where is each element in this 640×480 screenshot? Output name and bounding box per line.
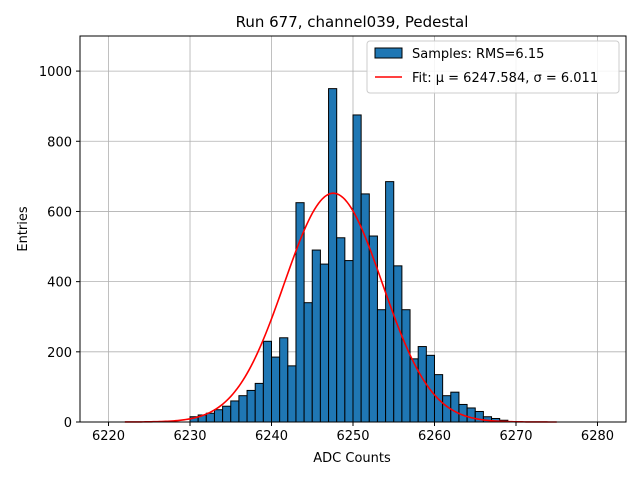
histogram-bar (311, 249, 321, 423)
histogram-bar (450, 391, 460, 423)
histogram-bar (401, 309, 411, 423)
y-tick-label: 0 (64, 416, 72, 431)
histogram-bar (466, 407, 476, 423)
y-tick-label: 1000 (39, 65, 72, 80)
x-axis-ticks: 6220 6230 6240 6250 6260 6270 6280 (92, 422, 614, 444)
x-tick-label: 6260 (418, 429, 451, 444)
histogram-bar (246, 389, 256, 423)
y-axis-ticks: 0 200 400 600 800 1000 (39, 65, 80, 431)
y-tick-label: 800 (47, 135, 72, 150)
histogram-bar (328, 88, 338, 423)
histogram-bar (205, 412, 215, 423)
histogram-bar (271, 356, 281, 423)
x-tick-label: 6220 (92, 429, 125, 444)
histogram-bar (254, 382, 264, 423)
y-tick-label: 200 (47, 346, 72, 361)
x-tick-label: 6250 (336, 429, 369, 444)
histogram-bar (393, 265, 403, 423)
histogram-bar (230, 400, 240, 423)
x-axis-label: ADC Counts (313, 451, 391, 466)
histogram-bar (417, 346, 427, 423)
histogram-bar (376, 309, 387, 423)
x-tick-label: 6270 (499, 429, 532, 444)
y-tick-label: 600 (47, 205, 72, 220)
histogram-bar (287, 365, 297, 423)
histogram-bar (319, 263, 330, 423)
histogram-bar (213, 409, 224, 423)
histogram-bar (344, 260, 354, 423)
legend: Samples: RMS=6.15 Fit: μ = 6247.584, σ =… (366, 40, 620, 94)
x-tick-label: 6240 (255, 429, 288, 444)
histogram-bar (238, 395, 248, 423)
histogram-bar (336, 237, 346, 423)
y-tick-label: 400 (47, 276, 72, 291)
fit-curve (124, 192, 557, 423)
legend-samples-patch (374, 47, 403, 59)
histogram-bar (295, 202, 305, 423)
histogram-bar (279, 337, 289, 423)
x-tick-label: 6280 (581, 429, 614, 444)
legend-fit-label: Fit: μ = 6247.584, σ = 6.011 (412, 71, 598, 86)
legend-box (366, 40, 620, 94)
histogram-bar (262, 340, 273, 423)
x-tick-label: 6230 (173, 429, 206, 444)
histogram-bar (303, 302, 313, 423)
chart-title: Run 677, channel039, Pedestal (236, 13, 469, 31)
histogram-bar (222, 405, 232, 423)
legend-samples-label: Samples: RMS=6.15 (412, 47, 544, 62)
y-axis-label: Entries (16, 206, 31, 252)
histogram-bar (360, 193, 370, 423)
histogram-bar (352, 114, 362, 423)
